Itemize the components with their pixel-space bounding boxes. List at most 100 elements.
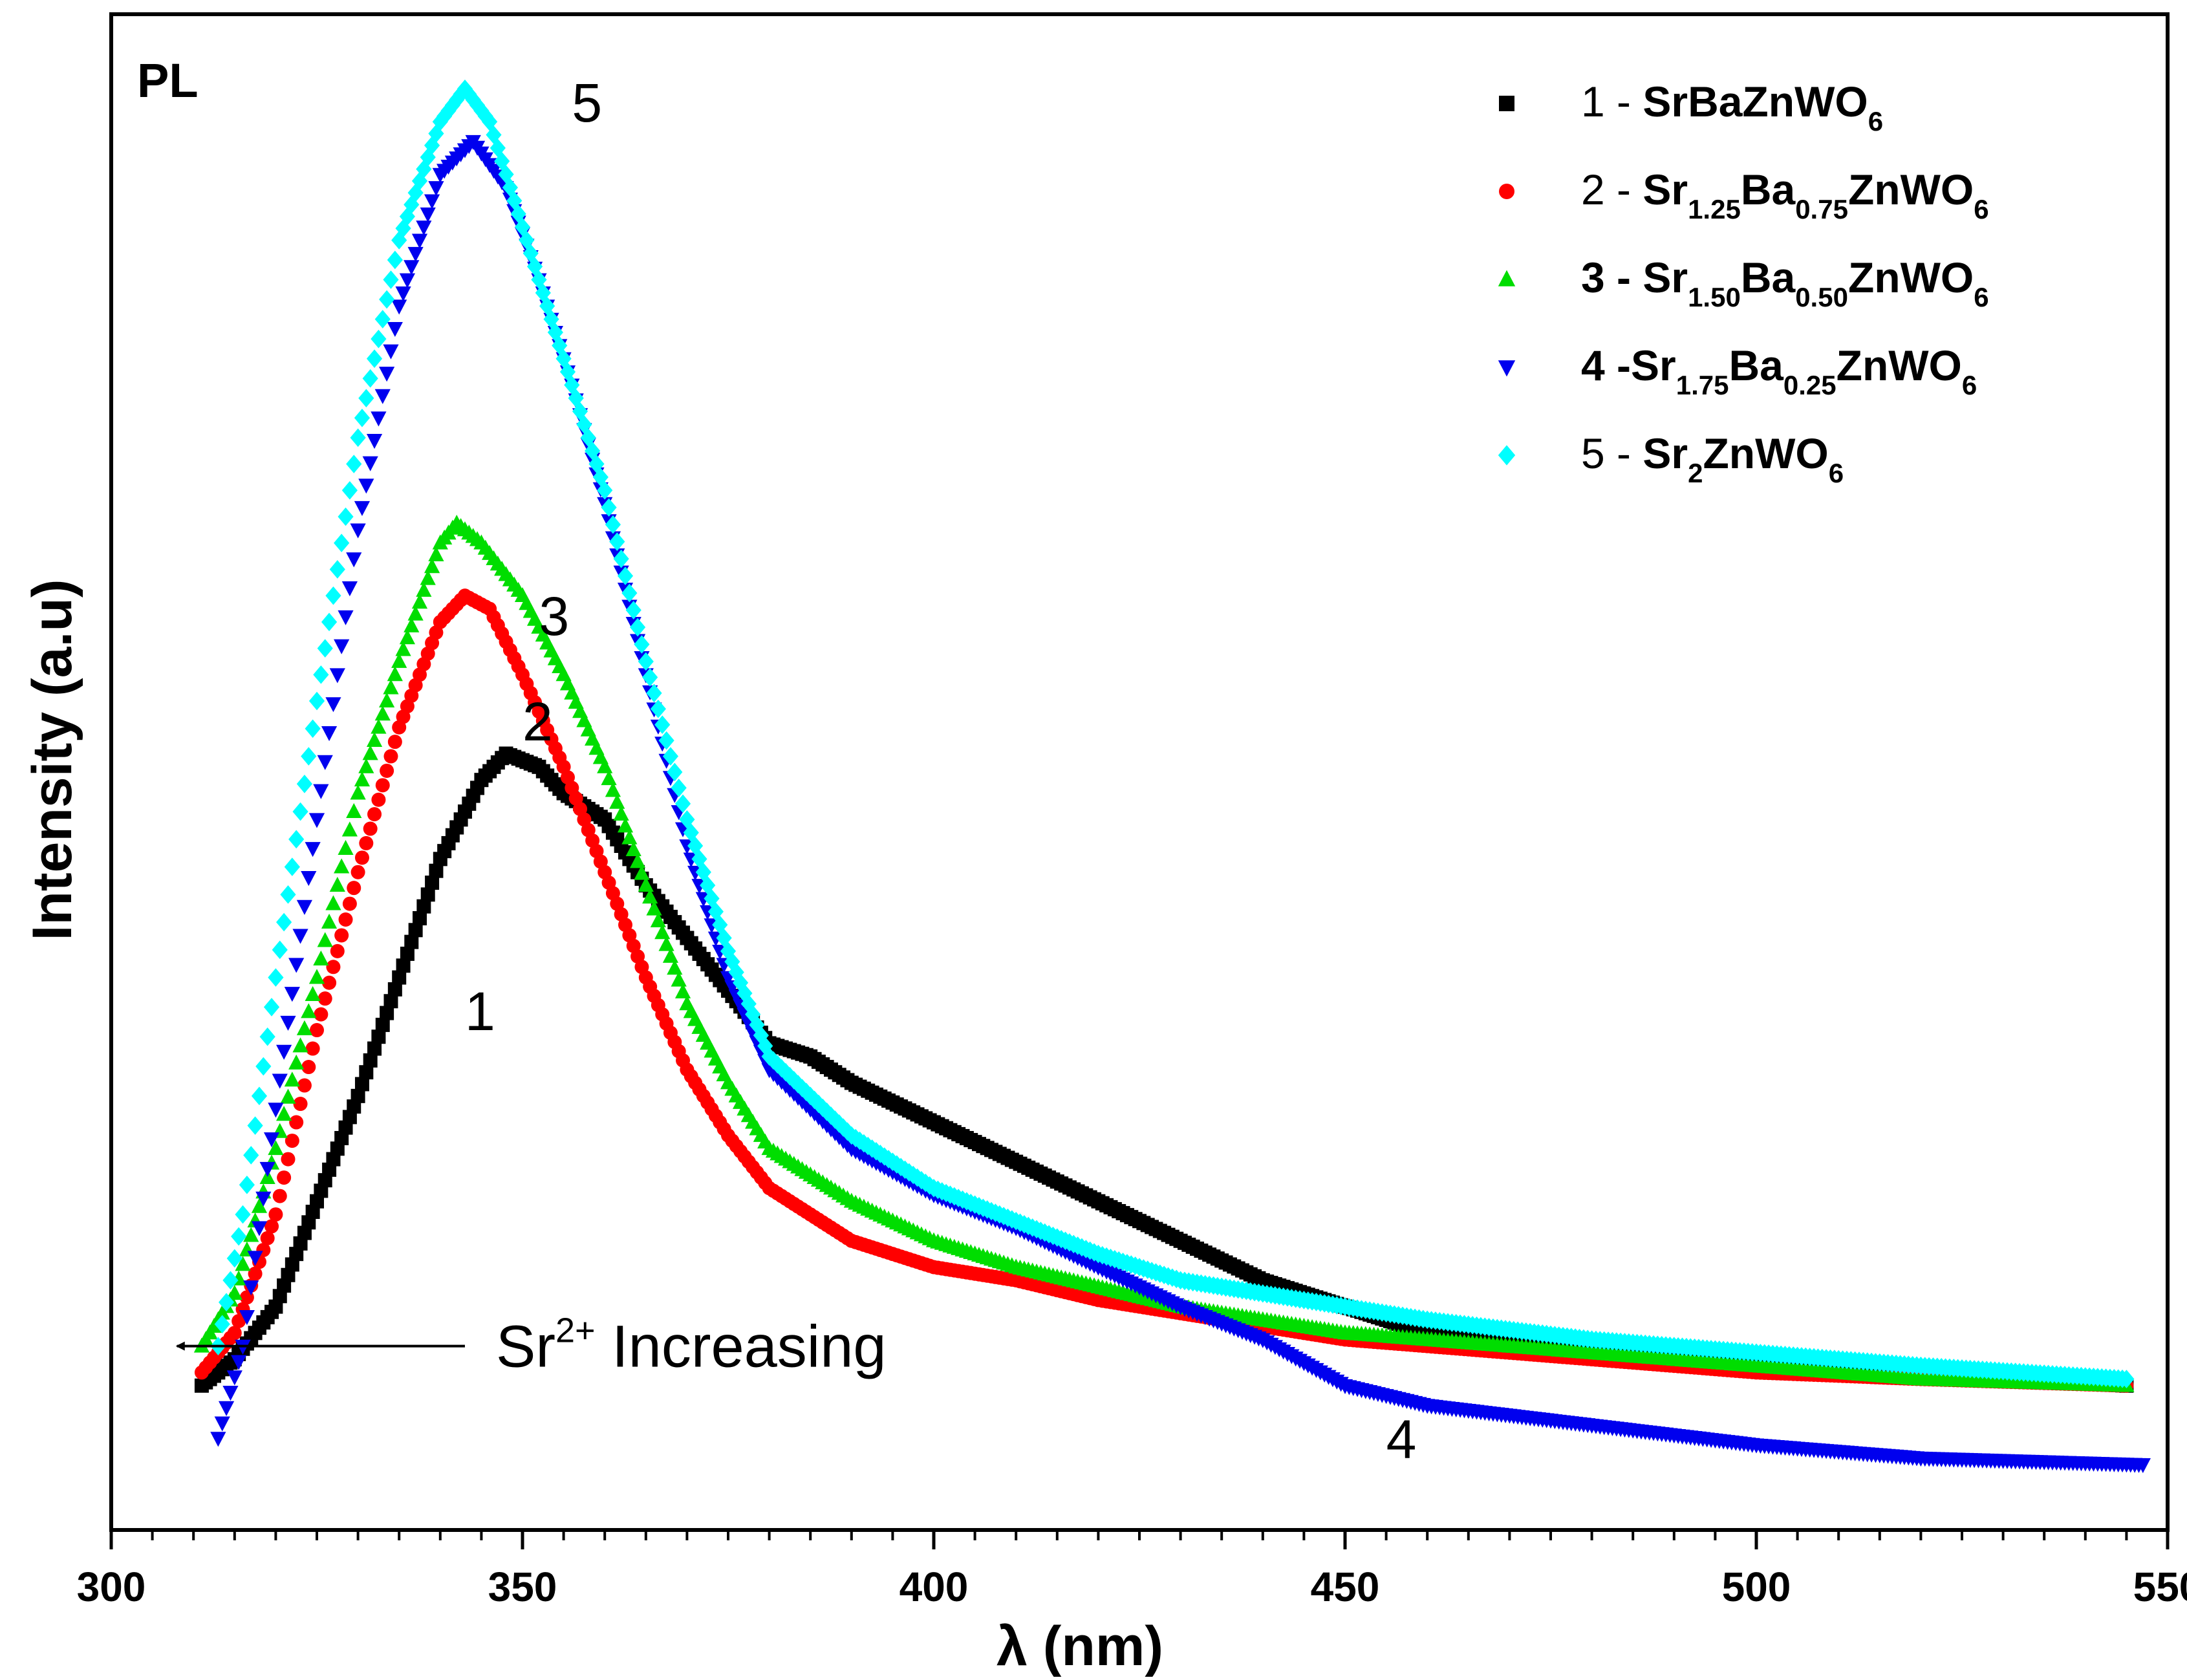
legend-label-part: 1.50 xyxy=(1688,282,1741,312)
series-5-point xyxy=(420,147,436,167)
series-4-point xyxy=(362,456,378,471)
series-5-point xyxy=(407,183,424,202)
curve-label-5: 5 xyxy=(572,72,602,133)
series-5-point xyxy=(305,719,321,738)
series-5-point xyxy=(301,747,317,766)
series-5-point xyxy=(642,668,658,687)
legend-label-part: ZnWO xyxy=(1848,166,1974,213)
series-4-point xyxy=(341,581,358,597)
series-5-point xyxy=(288,830,305,849)
series-layer xyxy=(193,80,2151,1474)
legend-label-part: 2 xyxy=(1688,458,1703,488)
series-3-point xyxy=(235,1256,251,1271)
series-3-point xyxy=(329,876,345,892)
series-1-point xyxy=(367,1041,382,1056)
legend-label-part: 0.50 xyxy=(1795,282,1848,312)
series-5-point xyxy=(667,762,683,782)
legend-marker-5 xyxy=(1498,445,1516,466)
series-5-point xyxy=(506,191,523,210)
series-2-point xyxy=(289,1115,304,1130)
x-axis-title: λ (nm) xyxy=(997,1615,1163,1677)
series-2-point xyxy=(322,975,337,990)
series-3-point xyxy=(313,950,329,965)
series-3-point xyxy=(597,758,613,773)
series-3-point xyxy=(371,718,387,734)
series-3-point xyxy=(671,971,687,987)
series-2-point xyxy=(338,912,353,927)
series-5-point xyxy=(486,125,502,144)
series-1-point xyxy=(359,1065,374,1080)
legend-label-part: Sr xyxy=(1631,341,1676,389)
legend-label-part: Sr xyxy=(1643,253,1688,301)
series-2-point xyxy=(264,1219,279,1234)
series-3-point xyxy=(654,924,671,940)
legend-label-part: 1.75 xyxy=(1676,370,1729,400)
series-4-point xyxy=(272,1073,288,1089)
series-5-point xyxy=(453,85,469,104)
series-4-point xyxy=(251,1221,268,1236)
series-2-point xyxy=(297,1078,312,1093)
series-5-point xyxy=(535,283,551,303)
series-5-point xyxy=(276,912,292,932)
series-5-point xyxy=(416,160,432,178)
x-tick-label: 500 xyxy=(1722,1564,1791,1610)
series-5-point xyxy=(674,794,691,813)
series-5-point xyxy=(601,498,617,517)
series-5-point xyxy=(321,612,338,632)
series-2-point xyxy=(375,778,390,793)
series-2-point xyxy=(326,960,341,975)
series-5-point xyxy=(280,885,296,904)
series-5-point xyxy=(662,747,679,766)
panel-label: PL xyxy=(137,54,199,107)
series-2-point xyxy=(260,1231,275,1245)
series-5-point xyxy=(218,1293,235,1312)
series-5-point xyxy=(671,779,687,797)
series-5-point xyxy=(366,349,383,368)
legend-label-part: 3 - xyxy=(1581,253,1643,301)
series-4-point xyxy=(399,273,416,288)
series-2-point xyxy=(334,928,349,943)
series-3 xyxy=(193,514,2135,1392)
series-2-point xyxy=(347,881,361,896)
annotation-group: Sr2+ Increasing xyxy=(175,1311,887,1380)
series-4-point xyxy=(338,610,354,625)
series-4-point xyxy=(366,434,383,449)
series-3-point xyxy=(646,900,662,916)
legend-label-part: SrBaZnWO xyxy=(1643,78,1868,125)
series-3-point xyxy=(334,858,350,874)
annotation-suffix: Increasing xyxy=(596,1314,887,1380)
series-3-point xyxy=(226,1285,242,1300)
series-5-point xyxy=(490,138,506,158)
series-1-point xyxy=(408,923,423,938)
series-3-point xyxy=(617,817,634,833)
series-5-point xyxy=(399,207,416,226)
series-2-point xyxy=(232,1313,246,1328)
legend-label-part: ZnWO xyxy=(1848,253,1974,301)
series-2-point xyxy=(318,991,332,1006)
series-2-point xyxy=(268,1207,283,1222)
series-4-point xyxy=(222,1386,239,1401)
series-4-point xyxy=(424,194,440,210)
series-5-point xyxy=(457,80,473,98)
series-2-point xyxy=(383,749,398,764)
legend-label-part: 4 - xyxy=(1581,341,1631,389)
series-5-point xyxy=(411,171,428,191)
series-5-point xyxy=(728,963,744,982)
legend-marker-1 xyxy=(1499,96,1514,111)
legend-label-part: Ba xyxy=(1741,166,1796,213)
series-2-point xyxy=(310,1023,324,1038)
series-5-point xyxy=(613,549,629,568)
series-1-point xyxy=(363,1053,378,1068)
series-2-point xyxy=(387,735,402,749)
series-5-point xyxy=(284,857,300,876)
series-1-point xyxy=(354,1077,369,1092)
series-3-point xyxy=(288,1054,305,1070)
annotation-prefix: Sr xyxy=(496,1314,555,1380)
series-4-point xyxy=(292,929,308,944)
legend-label-part: 6 xyxy=(1974,194,1988,224)
series-2-point xyxy=(301,1060,316,1075)
series-1-point xyxy=(371,1029,386,1044)
series-3-point xyxy=(292,1037,308,1053)
series-4-point xyxy=(239,1309,255,1326)
